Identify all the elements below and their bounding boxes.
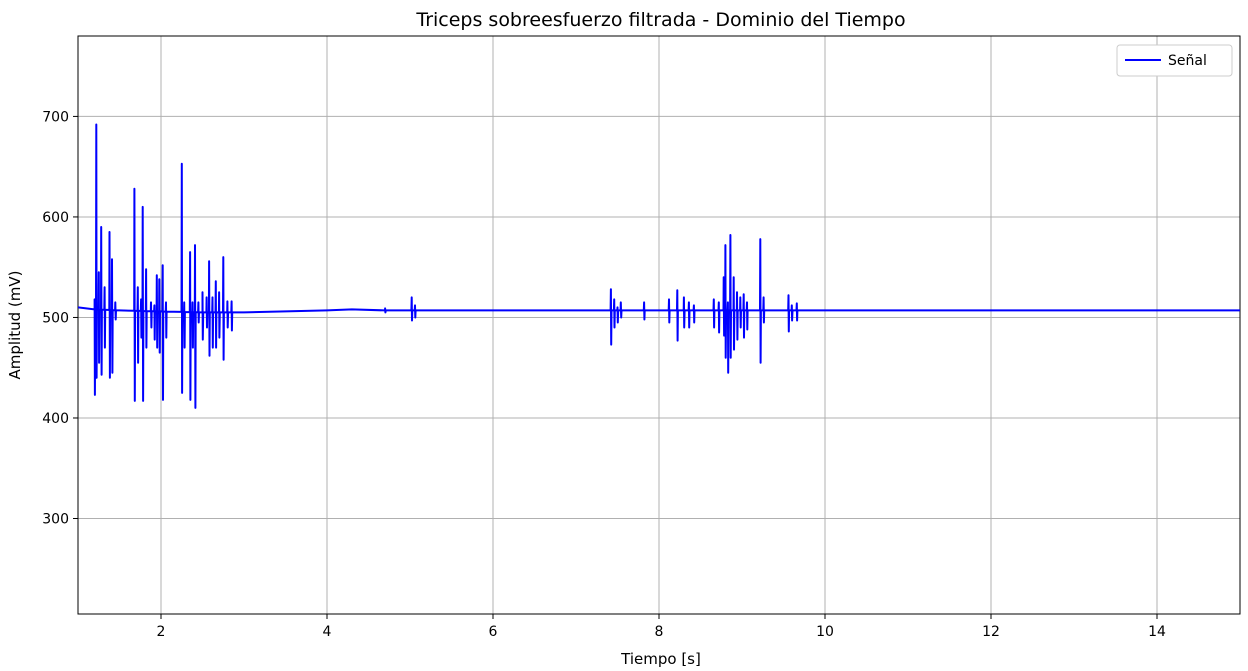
y-tick-label: 300	[42, 512, 69, 528]
y-tick-label: 700	[42, 109, 69, 125]
x-tick-label: 4	[323, 624, 332, 640]
x-tick-label: 6	[489, 624, 498, 640]
x-tick-label: 10	[816, 624, 834, 640]
x-tick-label: 2	[157, 624, 166, 640]
legend-box	[1116, 44, 1233, 77]
axis-ticks: 2 4 6 8 10 12 14 300 400 500 600 700	[42, 109, 1166, 640]
y-tick-label: 500	[42, 310, 69, 326]
x-tick-label: 14	[1148, 624, 1166, 640]
x-tick-label: 12	[982, 624, 1000, 640]
y-tick-label: 400	[42, 411, 69, 427]
legend-label: Señal	[1168, 53, 1207, 69]
y-tick-label: 600	[42, 210, 69, 226]
series-line-senal	[78, 123, 1240, 409]
grid-lines	[78, 36, 1240, 614]
chart-title: Triceps sobreesfuerzo filtrada - Dominio…	[415, 9, 905, 31]
y-axis-label: Amplitud (mV)	[6, 271, 24, 380]
legend: Señal	[1116, 44, 1233, 77]
x-axis-label: Tiempo [s]	[620, 650, 701, 668]
x-tick-label: 8	[655, 624, 664, 640]
